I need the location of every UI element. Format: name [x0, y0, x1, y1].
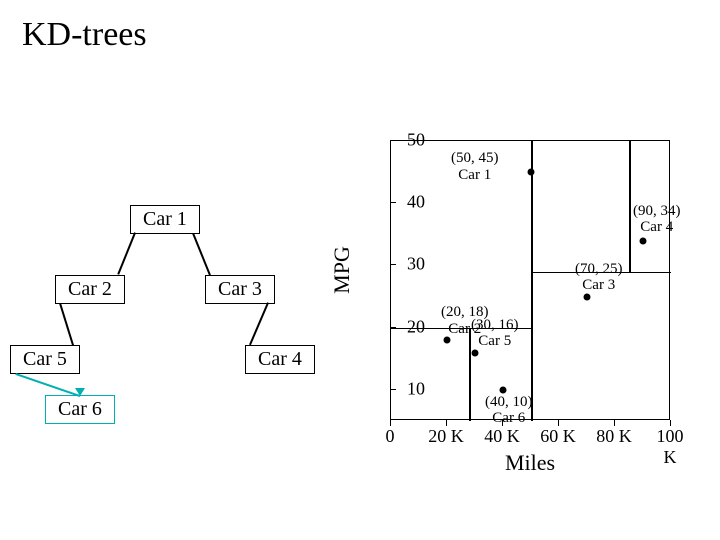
tree-node: Car 2	[55, 275, 125, 304]
tree-node: Car 5	[10, 345, 80, 374]
data-point-label: (30, 16)Car 5	[471, 317, 519, 350]
data-point-label: (40, 10)Car 6	[485, 394, 533, 427]
tree-node: Car 3	[205, 275, 275, 304]
y-tick-mark	[390, 389, 396, 390]
y-tick-mark	[390, 264, 396, 265]
data-point-label: (90, 34)Car 4	[633, 203, 681, 236]
arrow-icon	[75, 388, 85, 396]
tree-edge	[16, 373, 80, 396]
y-tick-mark	[390, 140, 396, 141]
x-tick-label: 80 K	[596, 426, 632, 447]
data-point-label: (50, 45)Car 1	[451, 150, 499, 183]
y-tick-mark	[390, 327, 396, 328]
data-point	[500, 386, 507, 393]
x-tick-mark	[558, 420, 559, 426]
data-point	[640, 237, 647, 244]
y-axis-label: MPG	[329, 246, 355, 294]
x-tick-mark	[446, 420, 447, 426]
kd-split-line	[629, 141, 631, 272]
tree-edge	[60, 303, 74, 345]
x-tick-label: 60 K	[540, 426, 576, 447]
x-axis-label: Miles	[505, 450, 555, 476]
tree-node: Car 4	[245, 345, 315, 374]
kd-split-line	[531, 141, 533, 421]
x-tick-mark	[670, 420, 671, 426]
chart-plot-area: (50, 45)Car 1(90, 34)Car 4(20, 18)Car 2(…	[390, 140, 670, 420]
tree-edge	[250, 302, 269, 345]
x-tick-mark	[390, 420, 391, 426]
scatter-chart: MPG Miles (50, 45)Car 1(90, 34)Car 4(20,…	[350, 130, 710, 500]
page-title: KD-trees	[22, 18, 147, 52]
tree-node: Car 6	[45, 395, 115, 424]
tree-edge	[118, 232, 136, 275]
x-tick-mark	[502, 420, 503, 426]
kd-tree-diagram: Car 1Car 2Car 3Car 5Car 4Car 6	[10, 205, 350, 415]
tree-edge	[193, 233, 211, 276]
data-point-label: (70, 25)Car 3	[575, 261, 623, 294]
y-tick-mark	[390, 202, 396, 203]
x-tick-label: 40 K	[484, 426, 520, 447]
data-point	[444, 337, 451, 344]
x-tick-mark	[614, 420, 615, 426]
data-point	[472, 349, 479, 356]
data-point	[584, 293, 591, 300]
x-tick-label: 100 K	[650, 426, 690, 468]
data-point	[528, 169, 535, 176]
tree-node: Car 1	[130, 205, 200, 234]
x-tick-label: 20 K	[428, 426, 464, 447]
x-tick-label: 0	[386, 426, 395, 447]
